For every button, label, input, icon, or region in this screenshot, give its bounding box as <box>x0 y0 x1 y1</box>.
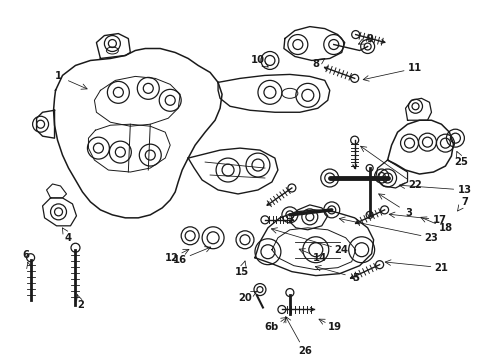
Text: 8: 8 <box>312 59 319 69</box>
Text: 11: 11 <box>407 63 421 73</box>
Text: 9: 9 <box>366 33 373 44</box>
Text: 18: 18 <box>439 223 452 233</box>
Text: 21: 21 <box>435 263 448 273</box>
Text: 13: 13 <box>457 185 471 195</box>
Text: 22: 22 <box>409 180 422 190</box>
Text: 25: 25 <box>454 157 468 167</box>
Text: 7: 7 <box>461 197 468 207</box>
Text: 10: 10 <box>251 55 265 66</box>
Text: 6: 6 <box>22 250 29 260</box>
Text: 1: 1 <box>55 71 62 81</box>
Text: 20: 20 <box>238 293 252 302</box>
Text: 24: 24 <box>335 245 349 255</box>
Text: 14: 14 <box>313 253 327 263</box>
Text: 17: 17 <box>433 215 446 225</box>
Text: 3: 3 <box>405 208 412 218</box>
Text: 15: 15 <box>235 267 249 276</box>
Text: 26: 26 <box>298 346 312 356</box>
Text: 19: 19 <box>328 323 342 332</box>
Text: 23: 23 <box>425 233 439 243</box>
Text: 2: 2 <box>77 300 84 310</box>
Text: 4: 4 <box>65 233 72 243</box>
Text: 12: 12 <box>165 253 179 263</box>
Text: 16: 16 <box>173 255 187 265</box>
Text: 5: 5 <box>352 273 359 283</box>
Text: 6b: 6b <box>265 323 279 332</box>
